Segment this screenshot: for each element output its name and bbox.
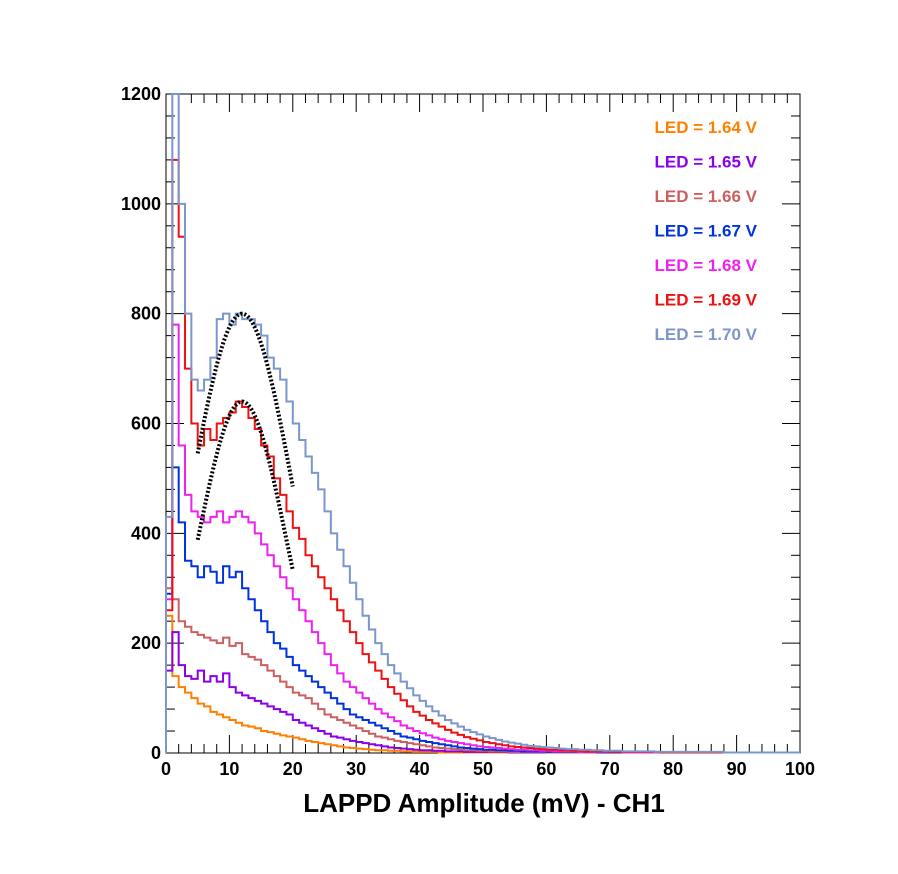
legend-entry: LED = 1.66 V bbox=[654, 187, 757, 206]
x-tick-label: 30 bbox=[346, 759, 366, 779]
x-tick-label: 40 bbox=[410, 759, 430, 779]
x-tick-label: 80 bbox=[663, 759, 683, 779]
legend: LED = 1.64 V LED = 1.65 V LED = 1.66 V LED … bbox=[654, 118, 757, 344]
histogram-series-line bbox=[165, 93, 800, 754]
x-tick-label: 100 bbox=[785, 759, 815, 779]
fit-curves bbox=[195, 311, 295, 571]
legend-entry: LED = 1.65 V bbox=[654, 153, 757, 172]
legend-entry: LED = 1.69 V bbox=[654, 291, 757, 310]
legend-entry: LED = 1.68 V bbox=[654, 256, 757, 275]
legend-entry: LED = 1.70 V bbox=[654, 325, 757, 344]
y-tick-label: 600 bbox=[131, 414, 161, 434]
x-tick-label: 10 bbox=[219, 759, 239, 779]
x-axis-title: LAPPD Amplitude (mV) - CH1 bbox=[303, 788, 665, 818]
gaussian-fit-curve bbox=[195, 399, 295, 571]
y-tick-label: 400 bbox=[131, 523, 161, 543]
legend-entry: LED = 1.67 V bbox=[654, 222, 757, 241]
gaussian-fit-curve bbox=[195, 311, 295, 487]
x-tick-label: 90 bbox=[727, 759, 747, 779]
y-tick-label: 1200 bbox=[121, 84, 161, 104]
histogram-series-line bbox=[165, 466, 800, 754]
y-tick-label: 0 bbox=[151, 743, 161, 763]
axis-ticks bbox=[165, 93, 801, 754]
y-tick-label: 200 bbox=[131, 633, 161, 653]
axis-tick-labels: 0 10 20 30 40 50 60 70 80 90 100020040060080010001… bbox=[121, 84, 815, 779]
x-tick-label: 50 bbox=[473, 759, 493, 779]
x-tick-label: 0 bbox=[161, 759, 171, 779]
histogram-series-line bbox=[165, 614, 800, 754]
y-tick-label: 800 bbox=[131, 304, 161, 324]
y-tick-label: 1000 bbox=[121, 194, 161, 214]
x-tick-label: 20 bbox=[283, 759, 303, 779]
legend-entry: LED = 1.64 V bbox=[654, 118, 757, 137]
histogram-series bbox=[165, 93, 800, 754]
x-tick-label: 60 bbox=[536, 759, 556, 779]
x-tick-label: 70 bbox=[600, 759, 620, 779]
histogram-series-line bbox=[165, 323, 800, 754]
